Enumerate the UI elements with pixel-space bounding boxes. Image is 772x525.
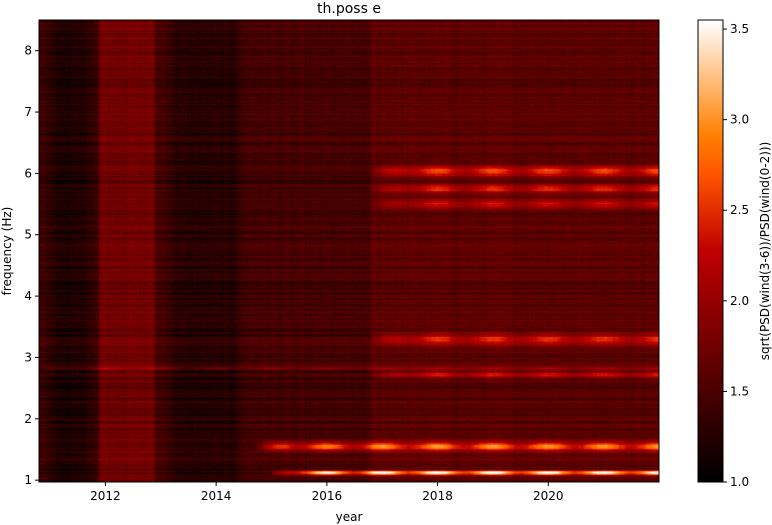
colorbar-label: sqrt(PSD(wind(3-6))/PSD(wind(0-2))) bbox=[758, 142, 772, 361]
colorbar-tick-label: 3.5 bbox=[730, 22, 749, 36]
plot-frame bbox=[38, 19, 660, 483]
colorbar-tick-label: 2.5 bbox=[730, 203, 749, 217]
y-tick-label: 5 bbox=[24, 228, 32, 242]
y-tick-label: 3 bbox=[24, 350, 32, 364]
y-tick-label: 8 bbox=[24, 44, 32, 58]
colorbar-gradient bbox=[698, 20, 723, 482]
colorbar-axis: 1.0 1.5 2.0 2.5 3.0 3.5 bbox=[723, 22, 749, 489]
chart-title: th.poss e bbox=[317, 1, 381, 17]
y-tick-label: 1 bbox=[24, 473, 32, 487]
colorbar-tick-label: 3.0 bbox=[730, 113, 749, 127]
y-tick-label: 2 bbox=[24, 412, 32, 426]
y-tick-label: 4 bbox=[24, 289, 32, 303]
y-axis-label: frequency (Hz) bbox=[0, 207, 14, 296]
colorbar-frame bbox=[697, 19, 724, 483]
colorbar-tick-label: 2.0 bbox=[730, 294, 749, 308]
colorbar-tick-label: 1.0 bbox=[730, 475, 749, 489]
colorbar-tick-label: 1.5 bbox=[730, 384, 749, 398]
heatmap-image bbox=[39, 20, 659, 482]
x-tick-label: 2014 bbox=[201, 489, 232, 503]
x-axis: 2012 2014 2016 2018 2020 bbox=[90, 482, 564, 503]
x-tick-label: 2020 bbox=[533, 489, 564, 503]
x-axis-label: year bbox=[336, 510, 363, 524]
y-tick-label: 7 bbox=[24, 105, 32, 119]
x-tick-label: 2018 bbox=[422, 489, 453, 503]
colorbar: 1.0 1.5 2.0 2.5 3.0 3.5 sqrt(PSD(wind(3-6))/P… bbox=[697, 19, 772, 489]
plot-area bbox=[38, 19, 660, 483]
x-tick-label: 2016 bbox=[312, 489, 343, 503]
x-tick-label: 2012 bbox=[90, 489, 121, 503]
y-axis: 1 2 3 4 5 6 7 8 bbox=[24, 44, 39, 487]
y-tick-label: 6 bbox=[24, 166, 32, 180]
